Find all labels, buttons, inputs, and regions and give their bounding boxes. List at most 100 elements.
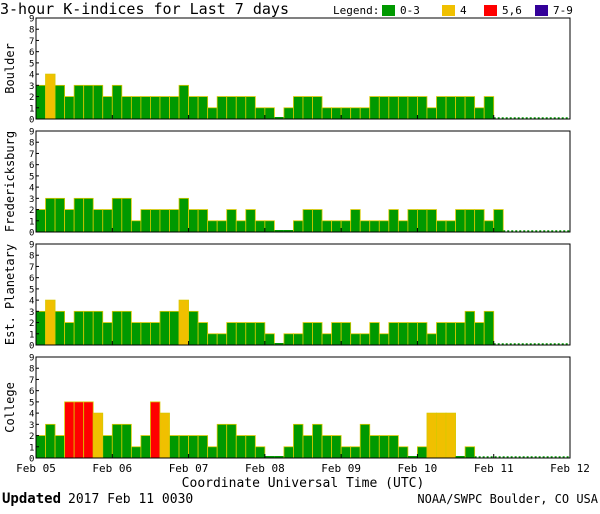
k-index-bar <box>426 412 437 459</box>
y-tick-label: 6 <box>29 387 34 397</box>
legend-entry-label: 7-9 <box>553 4 573 17</box>
k-index-bar <box>388 209 399 233</box>
k-index-bar <box>369 96 380 120</box>
k-index-bar <box>397 446 409 459</box>
k-index-bar <box>197 322 209 346</box>
k-index-bar <box>245 435 256 459</box>
panel-frame <box>35 130 571 233</box>
k-index-bar <box>188 310 199 346</box>
k-index-bar <box>54 310 66 346</box>
k-index-bar <box>464 96 476 120</box>
k-index-bar <box>140 209 151 233</box>
k-index-bar <box>64 401 75 459</box>
k-index-bar <box>426 333 437 346</box>
x-tick-label: Feb 10 <box>398 462 438 475</box>
k-index-bar <box>235 220 247 233</box>
x-tick-label: Feb 11 <box>474 462 514 475</box>
k-index-bar <box>388 96 399 120</box>
y-tick-label: 3 <box>29 421 34 431</box>
k-index-bar <box>73 310 85 346</box>
y-tick-label: 3 <box>29 308 34 318</box>
k-index-bar <box>64 209 75 233</box>
k-index-bar <box>54 84 66 120</box>
y-tick-label: 2 <box>29 432 34 442</box>
y-tick-label: 8 <box>29 252 34 262</box>
k-index-bar <box>197 96 209 120</box>
y-tick-label: 6 <box>29 274 34 284</box>
y-tick-label: 9 <box>29 354 34 364</box>
k-index-bar <box>111 84 123 120</box>
k-index-bar <box>455 96 466 120</box>
k-index-bar <box>216 96 228 120</box>
k-index-bar <box>397 96 409 120</box>
k-index-bar <box>254 107 266 120</box>
k-index-bar <box>464 209 476 233</box>
k-index-bar <box>388 435 399 459</box>
k-index-bar <box>130 96 142 120</box>
k-index-bar <box>331 107 342 120</box>
x-axis-label: Coordinate Universal Time (UTC) <box>182 476 425 491</box>
k-index-bar <box>417 322 428 346</box>
k-index-bar <box>35 310 46 346</box>
k-index-bar <box>178 299 189 346</box>
x-tick-label: Feb 09 <box>321 462 361 475</box>
k-index-bar <box>130 220 142 233</box>
k-index-bar <box>35 84 46 120</box>
k-index-bar <box>359 107 371 120</box>
k-index-bar <box>235 435 247 459</box>
k-index-bar <box>464 310 476 346</box>
k-index-bar <box>436 220 447 233</box>
k-index-bar <box>293 220 304 233</box>
k-index-bar <box>445 412 456 459</box>
k-index-bar <box>235 322 247 346</box>
k-index-bar <box>140 435 151 459</box>
k-index-bar <box>302 322 313 346</box>
k-index-bar <box>92 209 104 233</box>
legend-entry-label: 4 <box>460 4 467 17</box>
y-tick-label: 5 <box>29 59 34 69</box>
k-index-bar <box>188 96 199 120</box>
k-index-bar <box>92 84 104 120</box>
panel-frame <box>35 243 571 346</box>
y-tick-label: 8 <box>29 139 34 149</box>
k-index-bar <box>483 220 495 233</box>
k-index-bar <box>54 197 66 233</box>
k-index-bar <box>73 401 85 459</box>
x-tick-label: Feb 07 <box>169 462 209 475</box>
k-index-bar <box>159 209 170 233</box>
k-index-bar <box>331 220 342 233</box>
k-index-bar <box>340 220 352 233</box>
legend-swatch <box>484 5 497 16</box>
k-index-bar <box>54 435 66 459</box>
k-index-bar <box>302 96 313 120</box>
k-index-bar <box>312 209 323 233</box>
k-index-bar <box>150 96 161 120</box>
k-index-bar <box>140 322 151 346</box>
k-index-bar <box>350 446 361 459</box>
y-tick-label: 1 <box>29 443 34 453</box>
k-index-bar <box>321 435 333 459</box>
y-tick-label: 7 <box>29 150 34 160</box>
k-index-bar <box>283 446 294 459</box>
k-index-bar <box>169 96 180 120</box>
k-index-bar <box>340 446 352 459</box>
y-tick-label: 2 <box>29 319 34 329</box>
k-index-bar <box>111 423 123 459</box>
k-index-bar <box>293 423 304 459</box>
x-tick-label: Feb 06 <box>92 462 132 475</box>
k-index-bar <box>483 96 495 120</box>
y-tick-label: 0 <box>29 455 34 465</box>
x-tick-label: Feb 08 <box>245 462 285 475</box>
k-index-bar <box>331 322 342 346</box>
y-tick-label: 1 <box>29 217 34 227</box>
series-label: College <box>3 382 17 433</box>
k-index-bar <box>64 322 75 346</box>
k-index-bar <box>169 310 180 346</box>
k-index-bar <box>92 412 104 459</box>
k-index-bar <box>426 107 437 120</box>
k-index-bar <box>493 209 504 233</box>
y-tick-label: 5 <box>29 285 34 295</box>
k-index-bar <box>407 322 418 346</box>
k-index-bar <box>407 96 418 120</box>
